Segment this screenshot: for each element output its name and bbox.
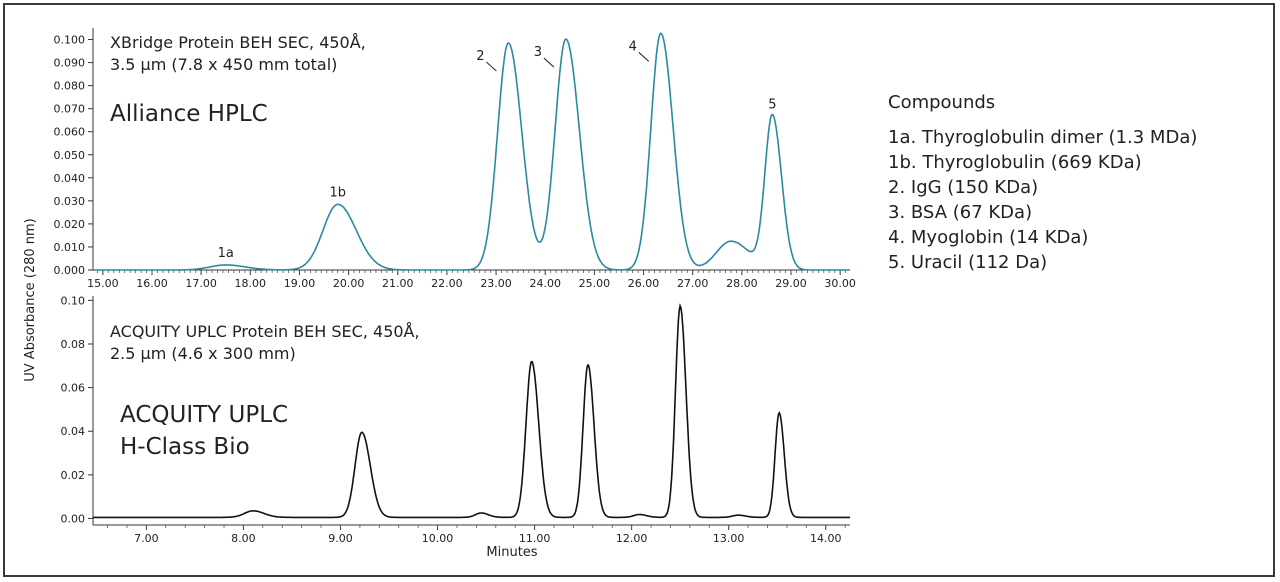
system-label: Alliance HPLC <box>110 101 268 127</box>
x-tick-label: 19.00 <box>284 277 316 290</box>
y-tick-label: 0.100 <box>54 34 86 47</box>
legend-item-1a: 1a. Thyroglobulin dimer (1.3 MDa) <box>888 127 1198 148</box>
y-tick-label: 0.06 <box>61 382 86 395</box>
y-tick-label: 0.070 <box>54 103 86 116</box>
x-axis-label: Minutes <box>486 545 537 560</box>
y-axis-label: UV Absorbance (280 nm) <box>23 218 38 381</box>
x-tick-label: 27.00 <box>677 277 709 290</box>
y-tick-label: 0.00 <box>61 512 86 525</box>
peak-label: 3 <box>534 45 542 60</box>
x-tick-label: 15.00 <box>87 277 119 290</box>
x-tick-label: 30.00 <box>824 277 856 290</box>
system-label: ACQUITY UPLC <box>120 402 288 428</box>
x-tick-label: 17.00 <box>185 277 217 290</box>
system-label: H-Class Bio <box>120 434 250 460</box>
peak-label: 4 <box>629 39 637 54</box>
x-tick-label: 22.00 <box>431 277 463 290</box>
y-tick-label: 0.050 <box>54 149 86 162</box>
compounds-legend: Compounds 1a. Thyroglobulin dimer (1.3 M… <box>888 92 1197 275</box>
x-tick-label: 12.00 <box>616 532 648 545</box>
x-tick-label: 14.00 <box>810 532 842 545</box>
x-tick-label: 23.00 <box>480 277 512 290</box>
column-annotation: XBridge Protein BEH SEC, 450Å, <box>110 33 366 52</box>
column-annotation: ACQUITY UPLC Protein BEH SEC, 450Å, <box>110 322 420 341</box>
legend-item-4: 4. Myoglobin (14 KDa) <box>888 227 1089 248</box>
y-tick-label: 0.10 <box>61 294 86 307</box>
x-tick-label: 8.00 <box>231 532 256 545</box>
legend-item-5: 5. Uracil (112 Da) <box>888 252 1048 273</box>
y-tick-label: 0.030 <box>54 195 86 208</box>
peak-label: 2 <box>476 49 484 64</box>
y-tick-label: 0.040 <box>54 172 86 185</box>
chromatogram-trace <box>93 303 850 519</box>
y-tick-label: 0.020 <box>54 218 86 231</box>
acquity-uplc-panel: 7.00 8.00 9.00 10.00 11.00 12.00 13.00 14.00 0.0… <box>61 294 850 545</box>
chromatogram-trace <box>93 32 850 271</box>
y-tick-label: 0.080 <box>54 80 86 93</box>
x-tick-label: 29.00 <box>775 277 807 290</box>
legend-item-2: 2. IgG (150 KDa) <box>888 177 1039 198</box>
y-tick-label: 0.000 <box>54 264 86 277</box>
figure-frame <box>3 3 1275 577</box>
x-tick-label: 25.00 <box>579 277 611 290</box>
y-tick-label: 0.010 <box>54 241 86 254</box>
x-tick-label: 7.00 <box>134 532 159 545</box>
column-annotation: 2.5 µm (4.6 x 300 mm) <box>110 344 296 363</box>
x-tick-label: 21.00 <box>382 277 414 290</box>
legend-item-1b: 1b. Thyroglobulin (669 KDa) <box>888 152 1142 173</box>
x-tick-label: 18.00 <box>235 277 267 290</box>
x-tick-label: 26.00 <box>628 277 660 290</box>
x-tick-label: 10.00 <box>422 532 454 545</box>
peak-label: 1a <box>218 246 234 261</box>
x-tick-label: 11.00 <box>519 532 551 545</box>
legend-item-3: 3. BSA (67 KDa) <box>888 202 1033 223</box>
y-tick-label: 0.04 <box>61 425 86 438</box>
legend-heading: Compounds <box>888 92 996 113</box>
peak-leader-line <box>638 51 650 62</box>
peak-leader-line <box>485 61 497 72</box>
alliance-hplc-panel: 15.00 16.00 17.00 18.00 19.00 20.00 21.00 22.00… <box>54 28 856 290</box>
x-tick-label: 9.00 <box>328 532 353 545</box>
x-tick-label: 20.00 <box>333 277 365 290</box>
x-tick-label: 13.00 <box>713 532 745 545</box>
x-tick-label: 16.00 <box>136 277 168 290</box>
column-annotation: 3.5 µm (7.8 x 450 mm total) <box>110 55 337 74</box>
x-tick-label: 28.00 <box>726 277 758 290</box>
y-tick-label: 0.060 <box>54 126 86 139</box>
peak-label: 5 <box>768 98 776 113</box>
y-tick-label: 0.08 <box>61 338 86 351</box>
y-tick-label: 0.090 <box>54 57 86 70</box>
peak-label: 1b <box>330 185 347 200</box>
x-tick-label: 24.00 <box>529 277 561 290</box>
peak-leader-line <box>543 57 555 68</box>
y-tick-label: 0.02 <box>61 469 86 482</box>
